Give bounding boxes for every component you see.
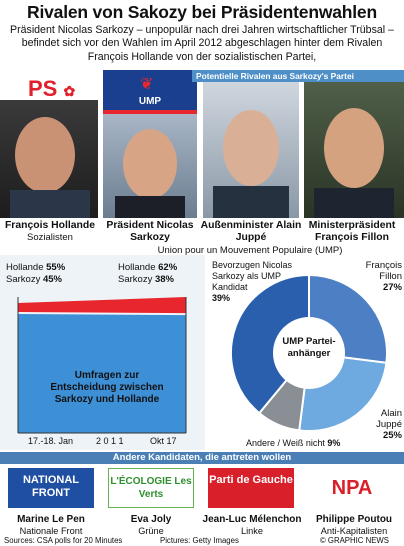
candidate-poutou: Philippe Poutou Anti-Kapitalisten [304, 514, 404, 536]
pie-center-label: UMP Partei-anhänger [282, 336, 336, 359]
left-sarkozy-label: Sarkozy [6, 273, 41, 285]
pie-label-sarkozy: Bevorzugen Nicolas Sarkozy als UMP Kandi… [212, 260, 318, 304]
pie-label-juppe: Alain Juppé 25% [360, 408, 402, 441]
candidate-poutou-name: Philippe Poutou [315, 514, 393, 525]
pie-label-fillon: François Fillon 27% [356, 260, 402, 293]
logo-ecologie-text: L'ÉCOLOGIE Les Verts [110, 476, 192, 500]
photo-hollande [0, 100, 98, 218]
poll-chart [0, 255, 205, 450]
logo-ecologie: L'ÉCOLOGIE Les Verts [108, 468, 194, 508]
pie-chart [230, 273, 388, 432]
left-legend: Hollande 55% Sarkozy 45% [6, 262, 65, 285]
candidate-melenchon: Jean-Luc Mélenchon Linke [200, 514, 304, 536]
other-candidates-banner: Andere Kandidaten, die antreten wollen [0, 452, 404, 464]
candidate-le-pen-name: Marine Le Pen [17, 514, 85, 525]
hollande-area [18, 297, 186, 314]
pie-sarkozy-value: 39% [212, 293, 231, 303]
logo-npa-text: NPA [331, 477, 373, 499]
right-hollande-value: 62% [158, 262, 178, 273]
ps-logo-text: PS [28, 76, 58, 101]
candidate-joly-party: Grüne [138, 525, 164, 536]
left-hollande-value: 55% [46, 262, 66, 273]
photo-fillon [304, 82, 404, 218]
photo-juppe [203, 82, 299, 218]
intro-text: Präsident Nicolas Sarkozy – unpopulär na… [10, 24, 394, 63]
logo-gauche-text: Parti de Gauche [209, 474, 293, 486]
right-hollande-label: Hollande [118, 262, 156, 273]
pie-slice-sarkozy [230, 273, 310, 415]
photo-sarkozy [103, 114, 197, 218]
x-mid-label: 2 0 1 1 [96, 436, 124, 446]
x-end-label: Okt 17 [150, 436, 177, 446]
pie-sarkozy-text: Bevorzugen Nicolas Sarkozy als UMP Kandi… [212, 260, 293, 292]
poll-caption: Umfragen zur Entscheidung zwischen Sarko… [50, 370, 164, 405]
candidate-le-pen: Marine Le Pen Nationale Front [2, 514, 100, 536]
page-title: Rivalen von Sakozy bei Präsidentenwahlen [27, 2, 377, 22]
ump-bird-icon: ❦ [140, 76, 154, 93]
pie-fillon-text: François Fillon [365, 260, 402, 282]
rose-icon: ✿ [63, 83, 76, 99]
candidate-melenchon-party: Linke [241, 525, 263, 536]
footer-source: Sources: CSA polls for 20 Minutes [4, 536, 123, 545]
pie-andere-text: Andere / Weiß nicht [246, 438, 325, 448]
logo-parti-de-gauche: Parti de Gauche [208, 468, 294, 508]
sarkozy-name: Präsident Nicolas Sarkozy [106, 220, 194, 243]
hollande-role: Sozialisten [27, 231, 73, 243]
name-fillon: Ministerpräsident François Fillon [300, 220, 404, 243]
pie-juppe-text: Alain Juppé [376, 408, 402, 430]
ump-stripe [103, 110, 197, 114]
fillon-name: Ministerpräsident François Fillon [308, 220, 396, 243]
right-sarkozy-label: Sarkozy [118, 273, 153, 285]
x-start-label: 17.-18. Jan [28, 436, 74, 446]
hollande-name: François Hollande [4, 220, 96, 231]
pie-center [273, 317, 345, 389]
name-hollande: François Hollande Sozialisten [2, 220, 98, 243]
candidate-joly-name: Eva Joly [130, 514, 172, 525]
rivals-banner: Potentielle Rivalen aus Sarkozy's Partei [192, 70, 404, 82]
left-sarkozy-value: 45% [42, 273, 62, 285]
ump-logo-text: UMP [138, 96, 162, 107]
right-sarkozy-value: 38% [154, 273, 174, 285]
candidate-poutou-party: Anti-Kapitalisten [320, 525, 388, 536]
pie-juppe-value: 25% [382, 430, 402, 441]
left-hollande-label: Hollande [6, 262, 44, 273]
logo-national-front: NATIONAL FRONT [8, 468, 94, 508]
footer-pictures: Pictures: Getty Images [160, 536, 239, 545]
name-sarkozy: Präsident Nicolas Sarkozy [100, 220, 200, 243]
pie-andere-value: 9% [327, 438, 341, 448]
candidate-melenchon-name: Jean-Luc Mélenchon [202, 514, 302, 525]
right-legend: Hollande 62% Sarkozy 38% [118, 262, 177, 285]
ump-full-name: Union pour un Mouvement Populaire (UMP) [157, 245, 343, 256]
ps-logo: PS ✿ [28, 76, 75, 102]
juppe-name: Außenminister Alain Juppé [200, 220, 302, 243]
footer-credit: © GRAPHIC NEWS [320, 536, 389, 545]
pie-fillon-value: 27% [382, 282, 402, 293]
logo-npa: NPA [308, 468, 396, 508]
ump-logo-panel [103, 70, 197, 114]
sarkozy-area [18, 313, 186, 433]
logo-fn-text: NATIONAL FRONT [22, 474, 79, 499]
name-juppe: Außenminister Alain Juppé [200, 220, 302, 243]
pie-label-andere: Andere / Weiß nicht 9% [246, 438, 340, 448]
candidate-joly: Eva Joly Grüne [102, 514, 200, 536]
candidate-le-pen-party: Nationale Front [19, 525, 83, 536]
